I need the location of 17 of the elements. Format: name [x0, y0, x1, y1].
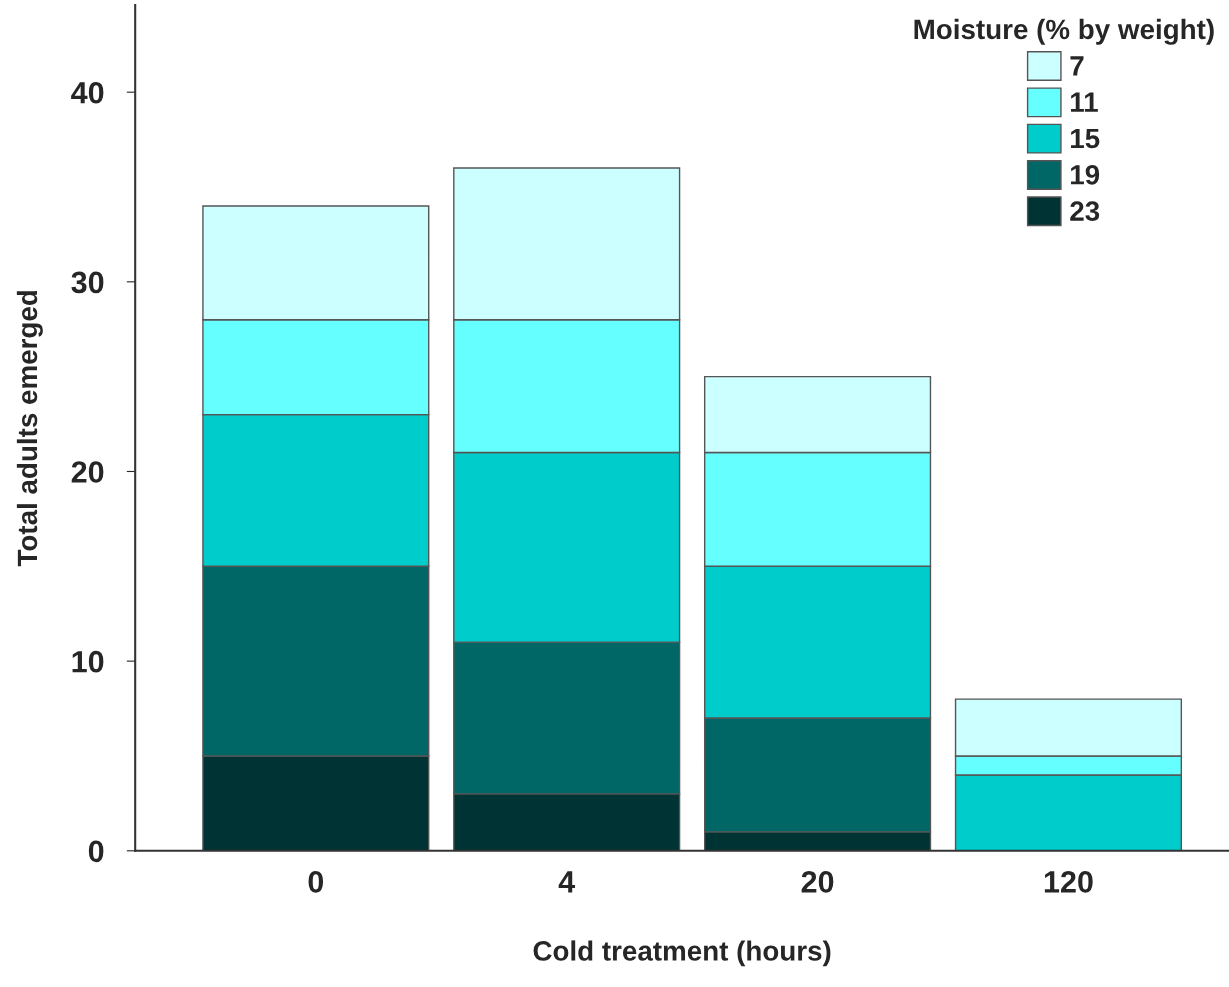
legend-label: 23: [1070, 201, 1100, 221]
y-tick-label: 10: [72, 650, 104, 673]
legend-label: 19: [1071, 164, 1100, 185]
x-axis-title: Cold treatment (hours): [533, 940, 831, 967]
legend-label: 11: [1071, 92, 1098, 112]
x-tick-label: 4: [558, 871, 576, 893]
y-axis-title: Total adults emerged: [16, 291, 43, 567]
y-tick-label: 30: [71, 271, 104, 294]
y-tick-label: 40: [71, 81, 104, 104]
legend-title: Moisture (% by weight): [914, 18, 1214, 45]
y-tick-label: 0: [88, 840, 104, 863]
legend-label: 15: [1071, 128, 1100, 149]
x-tick-label: 120: [1044, 871, 1093, 893]
legend-label: 7: [1070, 56, 1084, 76]
x-tick-label: 20: [801, 871, 834, 893]
y-tick-label: 20: [71, 461, 104, 483]
x-tick-label: 0: [308, 871, 324, 893]
